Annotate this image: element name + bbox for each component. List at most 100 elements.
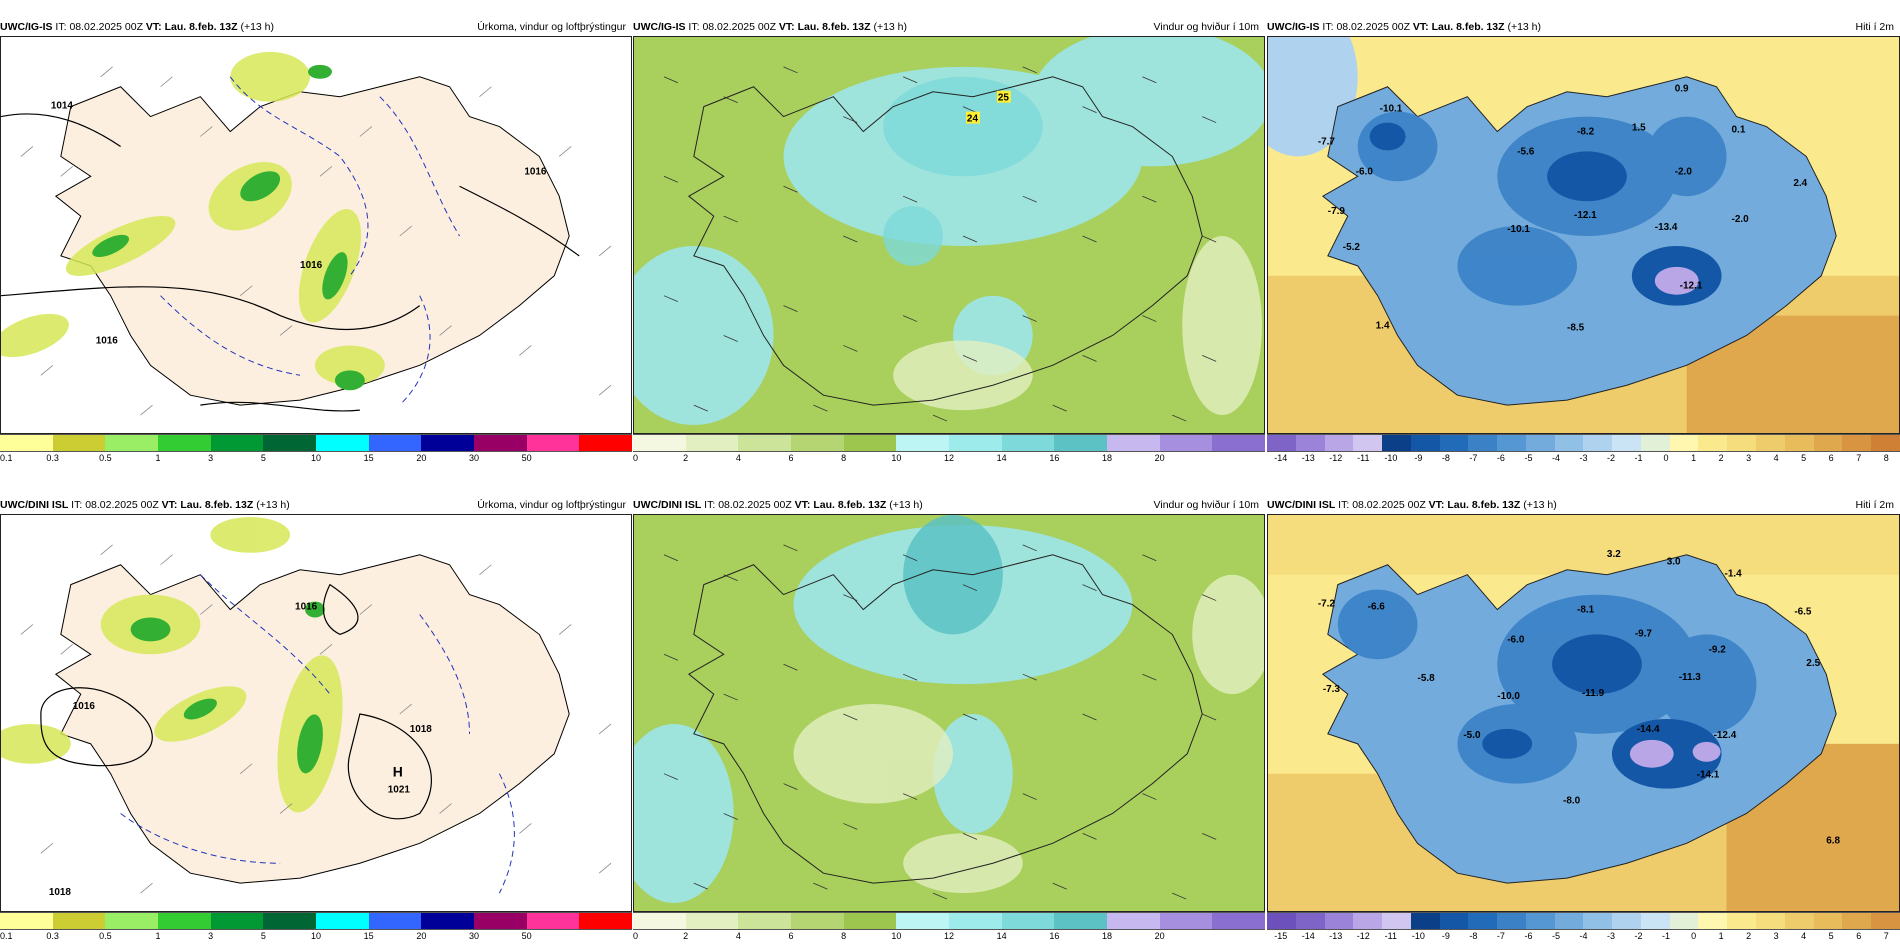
- panel-title: Úrkoma, vindur og loftþrýstingur: [477, 21, 626, 33]
- colorbar-tick-label: -13: [1301, 453, 1315, 463]
- model-name: UWC/DINI ISL: [1267, 499, 1336, 511]
- colorbar-tick-label: 14: [996, 453, 1007, 463]
- colorbar-swatch: [1439, 435, 1469, 451]
- colorbar-tick-label: 10: [891, 931, 902, 941]
- panel-header: UWC/DINI ISL IT: 08.02.2025 00Z VT: Lau.…: [0, 496, 632, 514]
- temperature-label: -7.3: [1323, 684, 1341, 695]
- colorbar-tick-label: 8: [841, 453, 847, 463]
- colorbar-tick-label: -12: [1356, 931, 1370, 941]
- model-name: UWC/IG-IS: [0, 21, 53, 33]
- panel-header: UWC/IG-IS IT: 08.02.2025 00Z VT: Lau. 8.…: [0, 18, 632, 36]
- colorbar-tick-label: 50: [521, 453, 532, 463]
- colorbar-tick-label: 6: [1856, 931, 1862, 941]
- temperature-label: -5.8: [1418, 673, 1436, 684]
- colorbar-swatch: [316, 435, 369, 451]
- colorbar-swatch: [896, 435, 950, 451]
- colorbar-tick-label: 8: [841, 931, 847, 941]
- colorbar-swatch: [1698, 913, 1728, 929]
- temperature-label: -12.4: [1714, 730, 1737, 741]
- colorbar-swatch: [685, 913, 739, 929]
- temperature-label: -14.1: [1697, 770, 1720, 781]
- colorbar-swatch: [1583, 435, 1613, 451]
- colorbar-tick-label: -5: [1551, 931, 1560, 941]
- temp-map[interactable]: -7.2 -6.6 3.2 3.0 -1.4 -8.1 -6.0 -9.7 -6.5 -9.2 2.…: [1267, 514, 1900, 912]
- colorbar-swatch: [526, 435, 580, 451]
- colorbar-tick-label: 14: [996, 931, 1007, 941]
- colorbar-tick-label: 4: [1773, 453, 1779, 463]
- colorbar-swatch: [1784, 435, 1814, 451]
- panel-title: Vindur og hviður í 10m: [1153, 21, 1259, 33]
- colorbar-swatch: [738, 435, 792, 451]
- colorbar-swatch: [158, 435, 211, 451]
- temperature-label: -10.0: [1497, 691, 1520, 702]
- lead-time: (+13 h): [873, 21, 908, 33]
- colorbar-swatch: [1640, 913, 1670, 929]
- valid-time: Lau. 8.feb. 13Z: [180, 499, 254, 511]
- wind-map[interactable]: 24 25: [633, 36, 1265, 434]
- colorbar-swatch: [158, 913, 211, 929]
- colorbar-tick-label: -9: [1441, 931, 1450, 941]
- colorbar-swatch: [1842, 913, 1872, 929]
- colorbar-swatch: [1497, 913, 1526, 929]
- temperature-label: -6.5: [1794, 607, 1812, 618]
- colorbar-tick-label: -8: [1469, 931, 1478, 941]
- colorbar-tick-label: 8: [1883, 453, 1889, 463]
- colorbar-swatch: [105, 913, 159, 929]
- panel-title: Úrkoma, vindur og loftþrýstingur: [477, 499, 626, 511]
- precip-map[interactable]: 1016 1016 1018 1018 H 1021: [0, 514, 632, 912]
- colorbar-swatch: [1813, 435, 1843, 451]
- wind-colorbar: 0 2 4 6 8 10 12 14 16 18 20: [633, 912, 1266, 942]
- colorbar-tick-label: 30: [468, 453, 480, 463]
- wind-map[interactable]: [633, 514, 1265, 912]
- panel-header: UWC/IG-IS IT: 08.02.2025 00Z VT: Lau. 8.…: [1267, 18, 1900, 36]
- isobar-label: 1016: [300, 260, 323, 271]
- temperature-label: 2.5: [1806, 658, 1820, 669]
- colorbar-tick-label: -14: [1301, 931, 1315, 941]
- colorbar-tick-label: -4: [1579, 931, 1588, 941]
- colorbar-tick-label: 1: [1691, 453, 1697, 463]
- colorbar-tick-label: 0.3: [46, 931, 59, 941]
- colorbar-swatch: [579, 435, 633, 451]
- temp-map[interactable]: -10.1 -7.7 -6.0 -5.6 -8.2 1.5 0.9 0.1 -2.0 2.4 -7.…: [1267, 36, 1900, 434]
- temperature-label: -6.0: [1507, 634, 1525, 645]
- isobar-label: 1016: [295, 602, 318, 613]
- colorbar-swatch: [1382, 913, 1411, 929]
- precip-map[interactable]: 1014 1016 1016 1016 1018: [0, 36, 632, 434]
- colorbar-tick-label: -9: [1414, 453, 1423, 463]
- colorbar-swatch: [474, 435, 527, 451]
- init-time: 08.02.2025 00Z: [1352, 499, 1426, 511]
- colorbar-tick-label: -5: [1524, 453, 1533, 463]
- colorbar-tick-label: 3: [208, 931, 214, 941]
- model-name: UWC/DINI ISL: [633, 499, 702, 511]
- colorbar-swatch: [1324, 435, 1354, 451]
- colorbar-swatch: [263, 435, 317, 451]
- temperature-label: 0.1: [1732, 125, 1746, 136]
- gust-label: 25: [998, 93, 1010, 104]
- valid-time: Lau. 8.feb. 13Z: [797, 21, 871, 33]
- colorbar-tick-label: 2: [1746, 931, 1752, 941]
- colorbar-tick-label: 10: [310, 931, 322, 941]
- colorbar-tick-label: -12: [1329, 453, 1343, 463]
- colorbar-swatch: [1813, 913, 1843, 929]
- colorbar-tick-label: 1: [1718, 931, 1724, 941]
- precip-panel-dini-isl: UWC/DINI ISL IT: 08.02.2025 00Z VT: Lau.…: [0, 496, 633, 942]
- temp-colorbar: -15 -14 -13 -12 -11 -10 -9 -8 -7 -6 -5 -4 -3 -2 -1 0 1 2 3…: [1267, 912, 1900, 942]
- colorbar-tick-label: -1: [1662, 931, 1671, 941]
- colorbar-swatch: [1107, 913, 1160, 929]
- colorbar-swatch: [105, 435, 159, 451]
- colorbar-swatch: [1295, 913, 1325, 929]
- colorbar-tick-label: 0.1: [0, 453, 13, 463]
- colorbar-tick-label: 50: [521, 931, 532, 941]
- init-time: 08.02.2025 00Z: [85, 499, 159, 511]
- colorbar-tick-label: 3: [1773, 931, 1779, 941]
- lead-time: (+13 h): [1507, 21, 1542, 33]
- model-name: UWC/DINI ISL: [0, 499, 69, 511]
- colorbar-tick-label: 10: [310, 453, 322, 463]
- colorbar-swatch: [896, 913, 950, 929]
- colorbar-swatch: [579, 913, 633, 929]
- lead-time: (+13 h): [1523, 499, 1557, 511]
- isobar-label: 1018: [49, 887, 72, 898]
- colorbar-swatch: [1353, 435, 1383, 451]
- colorbar-tick-label: 6: [788, 453, 794, 463]
- colorbar-swatch: [843, 913, 897, 929]
